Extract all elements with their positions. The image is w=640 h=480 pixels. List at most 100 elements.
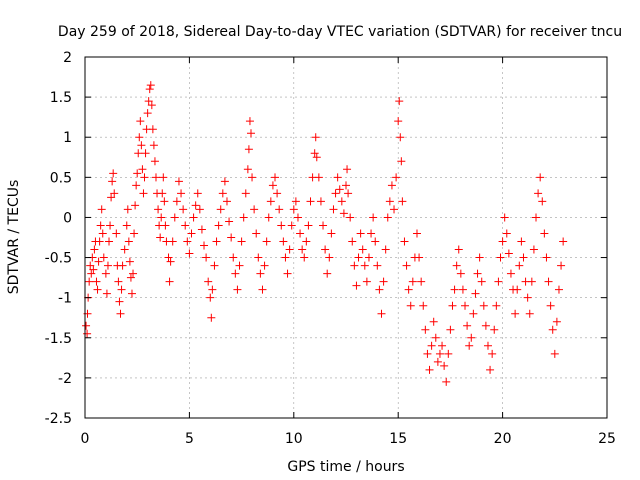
data-point [534,189,543,198]
data-point [216,205,225,214]
x-tick-label: 20 [494,431,512,447]
data-point [331,189,340,198]
data-point [362,277,371,286]
data-point [195,205,204,214]
data-point [352,281,361,290]
data-point [235,261,244,270]
data-point [108,177,117,186]
data-point [293,213,302,222]
data-point [109,169,118,178]
data-point [346,213,355,222]
y-tick-label: -2.5 [45,411,72,427]
data-point [325,253,334,262]
data-point [446,325,455,334]
data-point [177,189,186,198]
y-tick-label: -1 [58,291,72,307]
data-point [279,237,288,246]
chart-title: Day 259 of 2018, Sidereal Day-to-day VTE… [58,24,622,40]
data-point [106,221,115,230]
data-point [479,301,488,310]
data-point [429,317,438,326]
data-point [145,85,154,94]
data-point [373,261,382,270]
data-point [151,173,160,182]
data-point [179,205,188,214]
data-point [149,141,158,150]
data-point [125,257,134,266]
y-tick-label: 2 [63,50,72,66]
data-point [550,349,559,358]
data-point [394,117,403,126]
data-point [115,297,124,306]
data-point [193,189,202,198]
y-tick-label: -0.5 [45,251,72,267]
data-point [544,277,553,286]
data-point [243,165,252,174]
data-point [85,277,94,286]
data-point [248,173,257,182]
data-point [304,221,313,230]
data-point [287,221,296,230]
data-point [371,237,380,246]
data-point [156,233,165,242]
x-tick-label: 15 [389,431,407,447]
data-point [385,197,394,206]
data-point [204,277,213,286]
data-point [465,341,474,350]
x-tick-label: 0 [81,431,90,447]
data-point [356,229,365,238]
data-point [185,249,194,258]
data-point [538,197,547,206]
y-tick-labels: -2.5 -2 -1.5 -1 -0.5 0 0.5 1 1.5 2 [45,50,72,427]
data-point [138,165,147,174]
data-point [86,261,95,270]
data-point [157,213,166,222]
data-point [417,277,426,286]
data-point [312,153,321,162]
data-point [552,317,561,326]
data-point [120,245,129,254]
data-point [296,229,305,238]
data-point [488,349,497,358]
data-point [477,277,486,286]
data-point [275,205,284,214]
data-point [94,257,103,266]
y-tick-label: -2 [58,371,72,387]
data-point [208,285,217,294]
data-point [130,229,139,238]
data-point [165,277,174,286]
data-point [291,197,300,206]
data-point [515,261,524,270]
data-point [89,265,98,274]
data-point [435,349,444,358]
data-point [342,181,350,190]
data-point [311,133,320,142]
data-point [458,285,467,294]
data-point [126,273,135,282]
data-point [404,285,413,294]
data-point [256,269,265,278]
data-point [271,173,280,182]
data-point [160,197,169,206]
data-point [431,333,440,342]
data-point [473,269,482,278]
data-point [490,325,499,334]
data-point [496,253,505,262]
data-point [139,189,148,198]
data-point [206,293,215,302]
data-point [229,253,238,262]
data-point [93,285,102,294]
data-point [281,253,290,262]
data-point [546,301,555,310]
data-point [244,145,253,154]
data-point [323,269,332,278]
data-point [337,197,346,206]
data-point [364,253,373,262]
data-point [548,325,557,334]
data-point [381,245,390,254]
data-point [532,213,541,222]
data-point [350,261,359,270]
data-point [463,321,472,330]
data-point [390,205,399,214]
data-point [266,197,275,206]
